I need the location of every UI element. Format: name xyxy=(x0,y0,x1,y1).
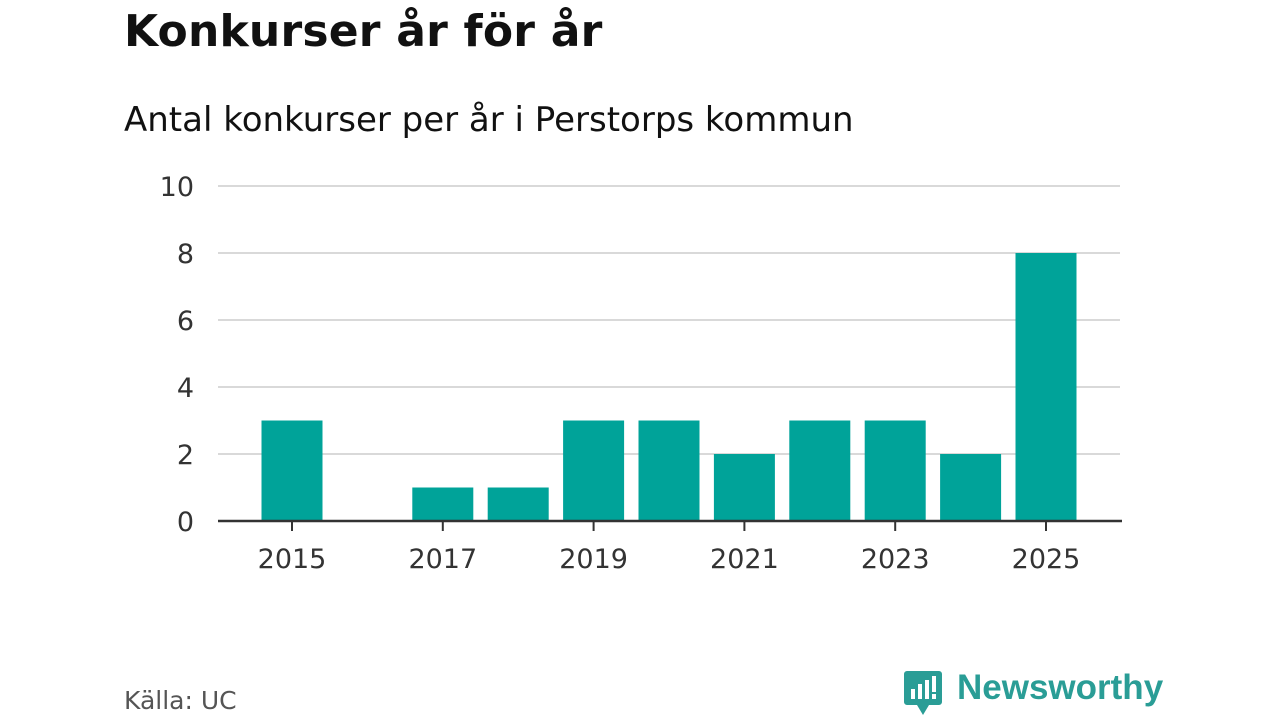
x-tick-label: 2017 xyxy=(408,544,477,575)
source-note: Källa: UC xyxy=(124,686,237,715)
chart-subtitle: Antal konkurser per år i Perstorps kommu… xyxy=(124,100,854,140)
bar-2019 xyxy=(563,420,625,521)
y-tick-label: 8 xyxy=(177,239,194,270)
x-tick-label: 2015 xyxy=(258,544,327,575)
bar-2020 xyxy=(638,420,700,521)
bar-2015 xyxy=(261,420,323,521)
bar-2017 xyxy=(412,487,474,521)
y-tick-label: 10 xyxy=(160,172,194,203)
y-axis-ticks: 0 2 4 6 8 10 xyxy=(160,172,194,538)
bar-2018 xyxy=(487,487,549,521)
bar-2024 xyxy=(940,454,1002,521)
x-tick-label: 2023 xyxy=(861,544,930,575)
newsworthy-logo-icon xyxy=(904,671,942,715)
bars xyxy=(261,253,1077,521)
newsworthy-brand: Newsworthy xyxy=(903,668,1163,718)
y-tick-label: 6 xyxy=(177,306,194,337)
y-tick-label: 4 xyxy=(177,373,194,404)
chart-title: Konkurser år för år xyxy=(124,6,603,57)
bar-2021 xyxy=(713,454,775,521)
y-tick-label: 2 xyxy=(177,440,194,471)
bar-2025 xyxy=(1015,253,1077,521)
bar-2022 xyxy=(789,420,851,521)
x-axis-ticks: 2015 2017 2019 2021 2023 2025 xyxy=(258,521,1081,575)
x-tick-label: 2019 xyxy=(559,544,628,575)
x-tick-label: 2021 xyxy=(710,544,779,575)
x-tick-label: 2025 xyxy=(1012,544,1081,575)
y-tick-label: 0 xyxy=(177,507,194,538)
brand-name: Newsworthy xyxy=(957,668,1164,707)
gridlines xyxy=(218,185,1120,455)
bar-2023 xyxy=(864,420,926,521)
